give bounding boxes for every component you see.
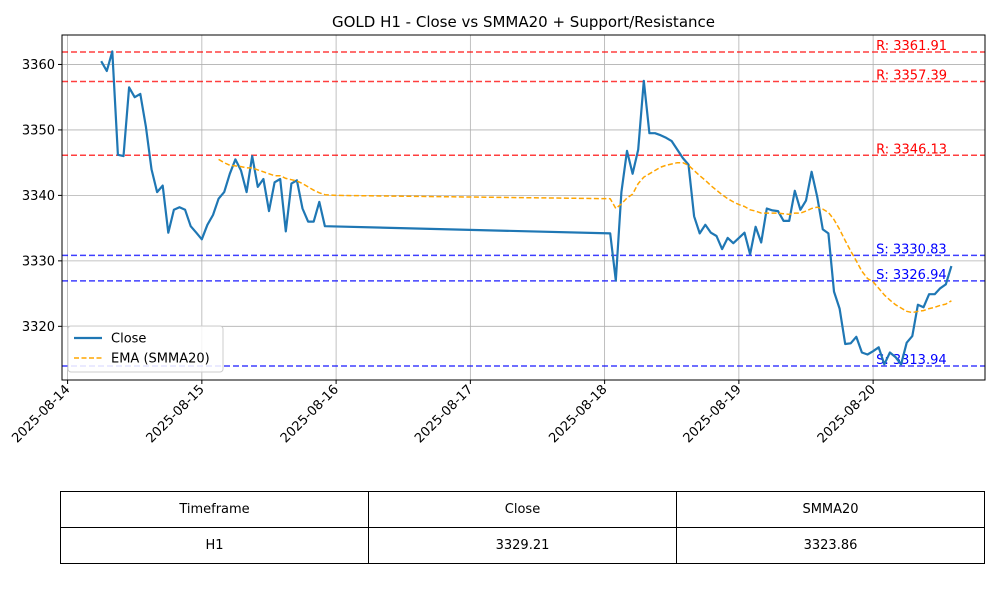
- x-tick-label: 2025-08-20: [815, 382, 879, 446]
- table-cell-close: 3329.21: [368, 527, 677, 564]
- table-cell-timeframe: H1: [60, 527, 369, 564]
- table-header-row: Timeframe Close SMMA20: [60, 491, 985, 528]
- table-header-close: Close: [368, 491, 677, 528]
- x-tick-label: 2025-08-17: [412, 382, 476, 446]
- x-tick-label: 2025-08-14: [9, 382, 73, 446]
- y-tick-label: 3340: [22, 189, 55, 204]
- legend-label-close: Close: [111, 332, 146, 347]
- smma20-series-line: [218, 158, 952, 314]
- plot-frame: [61, 34, 986, 381]
- legend-box: [67, 325, 224, 373]
- table-row: H1 3329.21 3323.86: [60, 527, 985, 564]
- legend-label-smma20: EMA (SMMA20): [111, 352, 210, 367]
- chart-title: GOLD H1 - Close vs SMMA20 + Support/Resi…: [332, 13, 715, 31]
- support-label: S: 3330.83: [876, 242, 947, 257]
- resistance-label: R: 3357.39: [876, 69, 947, 84]
- support-label: S: 3326.94: [876, 268, 947, 283]
- summary-table: Timeframe Close SMMA20 H1 3329.21 3323.8…: [60, 491, 985, 564]
- x-tick-label: 2025-08-18: [546, 382, 610, 446]
- chart-svg: GOLD H1 - Close vs SMMA20 + Support/Resi…: [9, 13, 986, 446]
- table-header-smma20: SMMA20: [676, 491, 985, 528]
- y-tick-label: 3330: [22, 254, 55, 269]
- resistance-label: R: 3361.91: [876, 39, 947, 54]
- resistance-label: R: 3346.13: [876, 142, 947, 157]
- table-header-timeframe: Timeframe: [60, 491, 369, 528]
- y-tick-label: 3360: [22, 58, 55, 73]
- x-tick-label: 2025-08-19: [681, 382, 745, 446]
- y-tick-label: 3350: [22, 123, 55, 138]
- x-tick-label: 2025-08-16: [278, 382, 342, 446]
- y-tick-label: 3320: [22, 320, 55, 335]
- table-cell-smma20: 3323.86: [676, 527, 985, 564]
- x-tick-label: 2025-08-15: [144, 382, 208, 446]
- close-series-line: [100, 50, 953, 366]
